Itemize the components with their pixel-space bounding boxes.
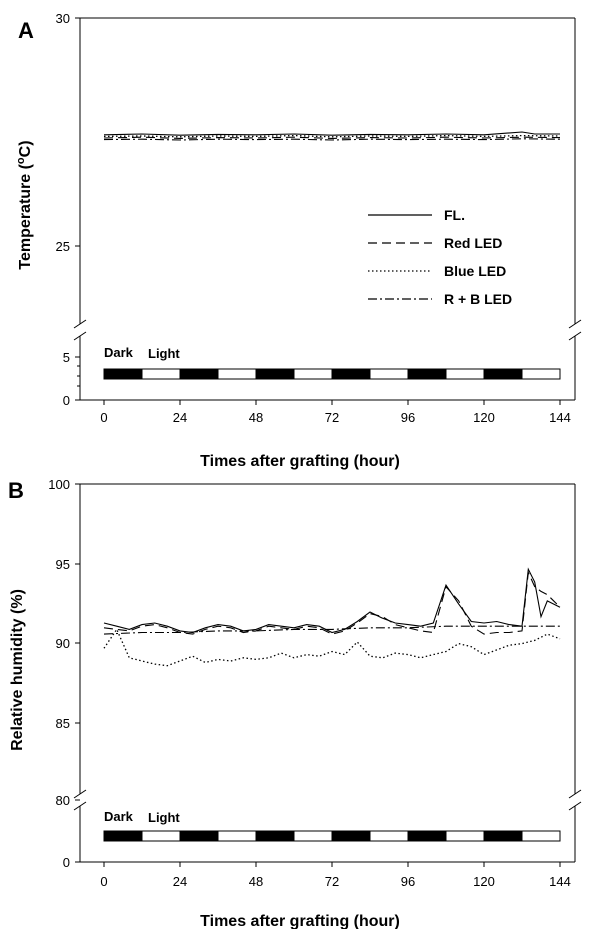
legend-label: Red LED <box>444 235 502 251</box>
dark-period-segment <box>483 368 523 380</box>
x-tick-label: 120 <box>473 410 495 425</box>
x-tick-label: 24 <box>173 874 187 889</box>
light-period-segment <box>293 368 333 380</box>
y-tick-label: 30 <box>56 11 70 26</box>
light-period-segment <box>141 830 181 842</box>
light-period-segment <box>521 830 561 842</box>
axis-break-mark <box>568 801 582 811</box>
legend-label: R + B LED <box>444 291 512 307</box>
y-axis-label-a-sup: o <box>15 157 27 164</box>
series-line-blue-led <box>103 134 561 138</box>
axis-break-mark <box>568 331 582 341</box>
dark-period-segment <box>407 830 447 842</box>
x-tick-label: 24 <box>173 410 187 425</box>
y-tick-label: 25 <box>56 239 70 254</box>
series-line-fl <box>103 567 561 634</box>
dark-period-segment <box>255 368 295 380</box>
axis-break-mark <box>73 801 87 811</box>
dark-period-segment <box>331 368 371 380</box>
y-axis-label-b: Relative humidity (%) <box>9 589 26 751</box>
dark-period-segment <box>103 368 143 380</box>
light-period-segment <box>217 830 257 842</box>
series-line-r-b-led <box>103 625 560 635</box>
dark-label: Dark <box>104 345 134 360</box>
x-tick-label: 0 <box>100 410 107 425</box>
x-tick-label: 48 <box>249 410 263 425</box>
y-tick-label: 0 <box>63 855 70 870</box>
y-tick-label: 0 <box>63 393 70 408</box>
light-period-segment <box>445 830 485 842</box>
x-tick-label: 48 <box>249 874 263 889</box>
dark-period-segment <box>483 830 523 842</box>
dark-period-segment <box>103 830 143 842</box>
x-tick-label: 96 <box>401 874 415 889</box>
x-axis-label-a: Times after grafting (hour) <box>200 453 400 470</box>
series-line-red-led <box>103 570 561 635</box>
panel-label-a: A <box>18 18 34 43</box>
series-line-red-led <box>103 136 561 139</box>
legend-label: Blue LED <box>444 263 506 279</box>
x-tick-label: 144 <box>549 410 571 425</box>
y-tick-label: 95 <box>56 557 70 572</box>
x-tick-label: 72 <box>325 874 339 889</box>
dark-period-segment <box>407 368 447 380</box>
y-axis-label-a-main: Temperature ( <box>17 163 34 269</box>
light-label: Light <box>148 346 180 361</box>
y-tick-label: 100 <box>48 477 70 492</box>
series-line-r-b-led <box>103 138 561 141</box>
x-tick-label: 96 <box>401 410 415 425</box>
y-axis-label-a: Temperature (oC) <box>15 140 34 269</box>
series-line-blue-led <box>103 628 561 667</box>
x-tick-label: 120 <box>473 874 495 889</box>
dark-period-segment <box>331 830 371 842</box>
light-period-segment <box>141 368 181 380</box>
panel-label-b: B <box>8 478 24 503</box>
axis-break-mark <box>568 789 582 799</box>
y-tick-label: 85 <box>56 716 70 731</box>
y-tick-label: 80 <box>56 793 70 808</box>
light-period-segment <box>293 830 333 842</box>
axis-break-mark <box>73 319 87 329</box>
x-axis-label-b: Times after grafting (hour) <box>200 913 400 929</box>
axis-break-mark <box>73 331 87 341</box>
light-period-segment <box>369 368 409 380</box>
panel-a: A Times after grafting (hour) Temperatur… <box>15 11 582 470</box>
dark-period-segment <box>179 368 219 380</box>
light-period-segment <box>369 830 409 842</box>
dark-label: Dark <box>104 809 134 824</box>
dark-period-segment <box>255 830 295 842</box>
axis-break-mark <box>73 789 87 799</box>
light-period-segment <box>445 368 485 380</box>
y-tick-label: 5 <box>63 350 70 365</box>
light-label: Light <box>148 810 180 825</box>
x-tick-label: 0 <box>100 874 107 889</box>
y-tick-label: 90 <box>56 636 70 651</box>
panel-b: B Times after grafting (hour) Relative h… <box>8 477 582 929</box>
light-period-segment <box>521 368 561 380</box>
series-line-fl <box>103 131 560 136</box>
x-tick-label: 144 <box>549 874 571 889</box>
axis-break-mark <box>568 319 582 329</box>
light-period-segment <box>217 368 257 380</box>
dark-period-segment <box>179 830 219 842</box>
legend-label: FL. <box>444 207 465 223</box>
y-axis-label-a-end: C) <box>17 140 34 157</box>
x-tick-label: 72 <box>325 410 339 425</box>
